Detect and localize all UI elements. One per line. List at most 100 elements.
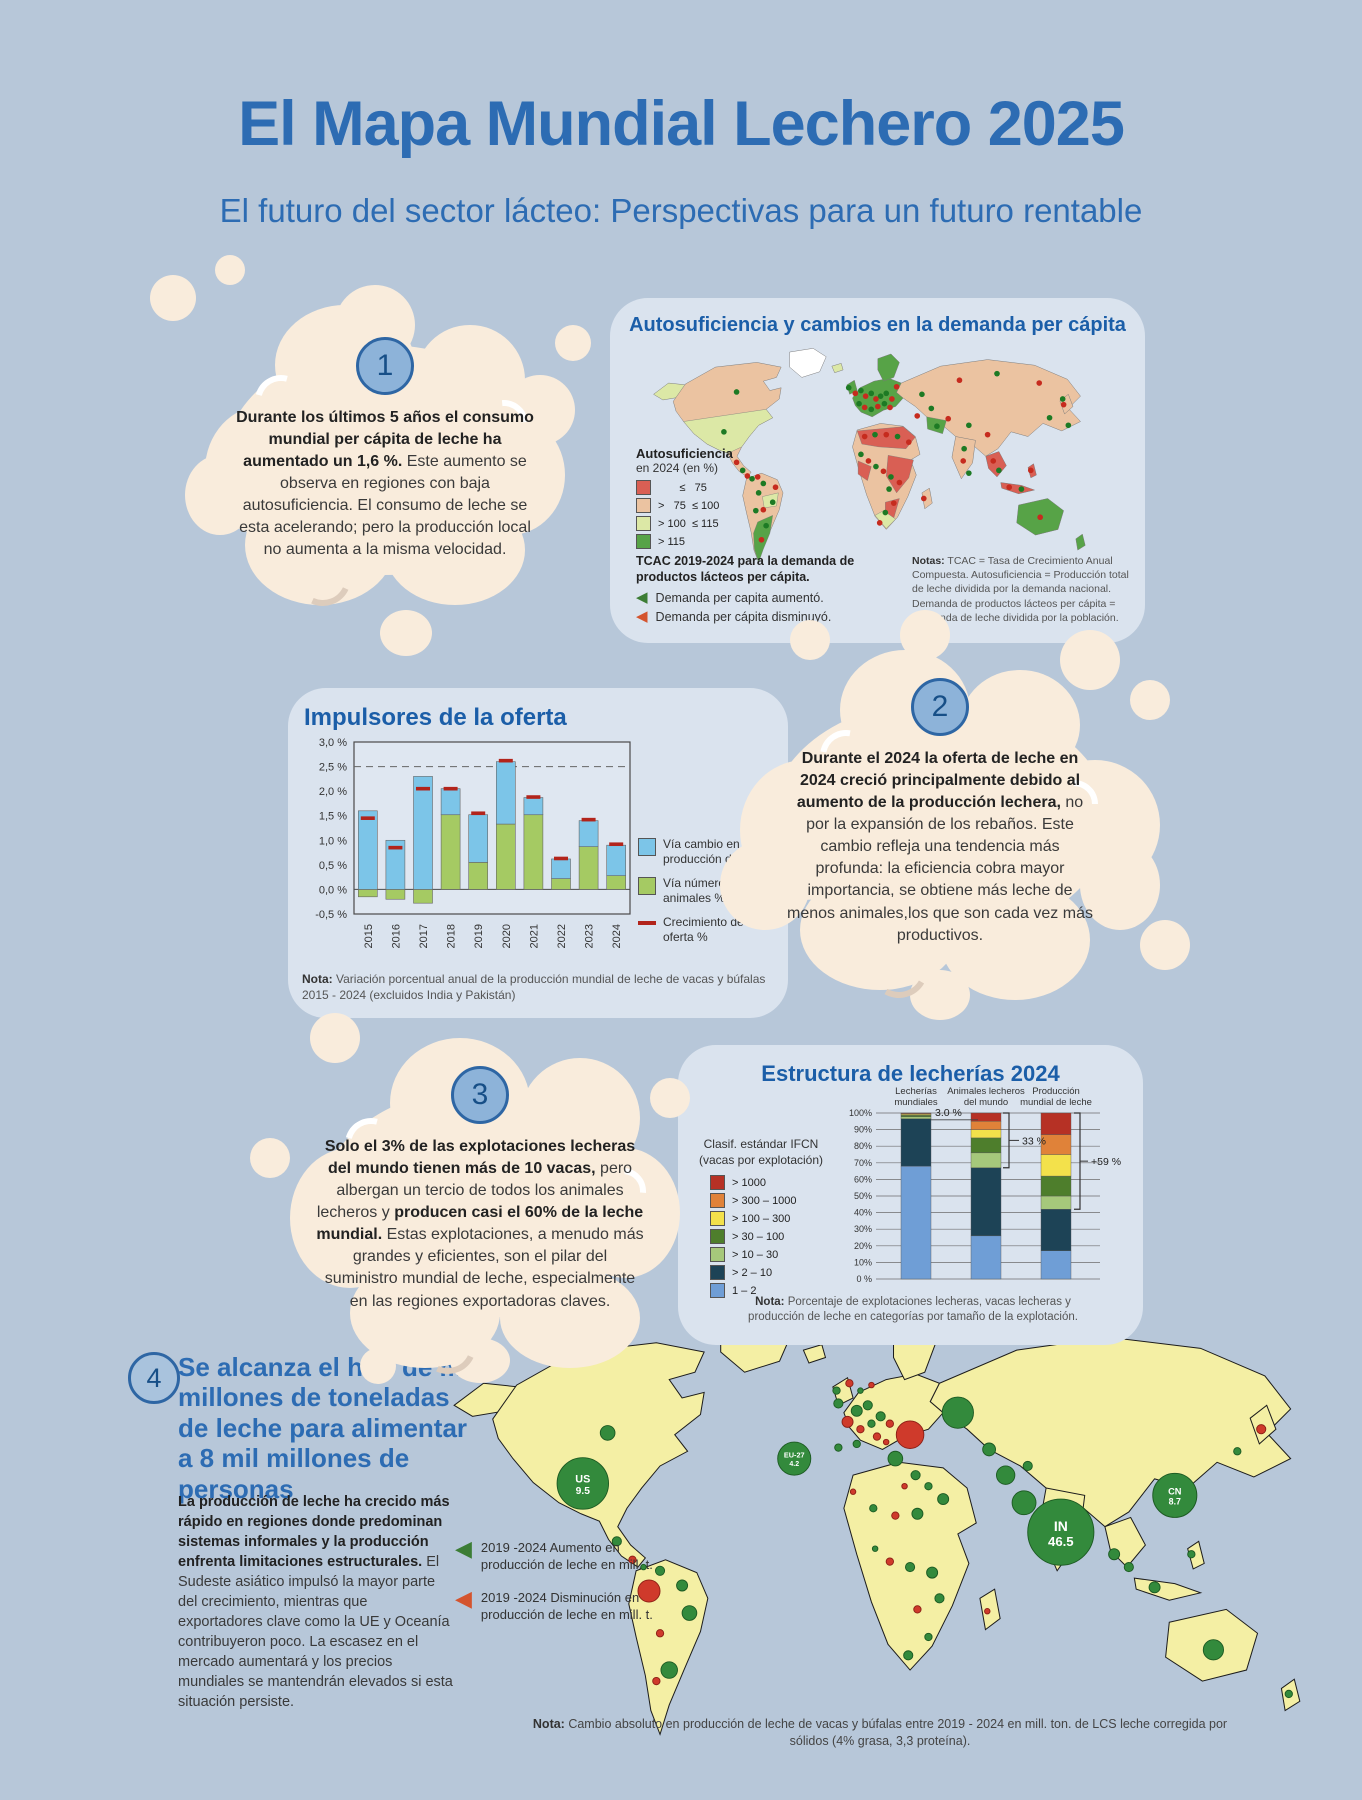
section-2-number: 2 bbox=[911, 678, 969, 736]
svg-text:50%: 50% bbox=[854, 1191, 872, 1201]
section-3-number: 3 bbox=[451, 1066, 509, 1124]
svg-text:0,5 %: 0,5 % bbox=[319, 860, 347, 872]
left-triangle-icon: ◀ bbox=[636, 608, 648, 626]
svg-text:70%: 70% bbox=[854, 1158, 872, 1168]
legend-item: Crecimiento de la oferta % bbox=[638, 915, 788, 945]
legend-redline-icon bbox=[638, 921, 656, 925]
svg-text:CN: CN bbox=[1168, 1486, 1182, 1496]
section-1-text-rest: Este aumento se observa en regiones con … bbox=[239, 453, 531, 559]
class-swatch bbox=[710, 1265, 725, 1281]
svg-text:3.0 %: 3.0 % bbox=[935, 1107, 962, 1119]
class-swatch bbox=[710, 1229, 725, 1245]
section-1-text: Durante los últimos 5 años el consumo mu… bbox=[235, 407, 535, 562]
class-swatch bbox=[710, 1175, 725, 1191]
svg-text:2015: 2015 bbox=[363, 924, 375, 948]
legend-swatch-green bbox=[638, 877, 656, 895]
legend-swatch-salmon bbox=[636, 498, 651, 513]
legend-swatch-blue bbox=[638, 838, 656, 856]
legend-item-up: ◀ 2019 -2024 Aumento en producción de le… bbox=[455, 1536, 653, 1572]
production-map-legend: ◀ 2019 -2024 Aumento en producción de le… bbox=[455, 1536, 655, 1640]
svg-text:2017: 2017 bbox=[418, 924, 430, 948]
svg-text:2,5 %: 2,5 % bbox=[319, 762, 347, 774]
tcac-legend: TCAC 2019-2024 para la demanda de produc… bbox=[636, 554, 904, 628]
farm-structure-chart: 0 % 10% 20% 30% 40% 50% 60% 70% 80% 90% 100% Lecher… bbox=[849, 1086, 1121, 1284]
panel-2-title: Impulsores de la oferta bbox=[304, 704, 567, 731]
class-swatch bbox=[710, 1193, 725, 1209]
left-triangle-icon: ◀ bbox=[455, 1585, 472, 1611]
svg-text:40%: 40% bbox=[854, 1208, 872, 1218]
panel-autosuficiencia: Autosuficiencia y cambios en la demanda … bbox=[610, 298, 1145, 643]
tcac-item-up: ◀ Demanda per capita aumentó. bbox=[636, 589, 824, 607]
ifcn-legend: Clasif. estándar IFCN (vacas por explota… bbox=[696, 1137, 826, 1301]
svg-text:60%: 60% bbox=[854, 1174, 872, 1184]
svg-text:2019: 2019 bbox=[473, 924, 485, 948]
section-2-text: Durante el 2024 la oferta de leche en 20… bbox=[787, 750, 1093, 944]
svg-text:1,5 %: 1,5 % bbox=[319, 811, 347, 823]
chart-1-note: Nota: Variación porcentual anual de la p… bbox=[302, 972, 766, 1002]
page-subtitle: El futuro del sector lácteo: Perspectiva… bbox=[219, 192, 1143, 229]
panel-1-notes: Notas: TCAC = Tasa de Crecimiento Anual … bbox=[912, 555, 1129, 624]
svg-text:30%: 30% bbox=[854, 1224, 872, 1234]
svg-text:0,0 %: 0,0 % bbox=[319, 884, 347, 896]
svg-text:mundiales: mundiales bbox=[894, 1097, 938, 1108]
legend-swatch-lightgreen bbox=[636, 516, 651, 531]
svg-text:Animales lecheros: Animales lecheros bbox=[947, 1086, 1025, 1097]
legend-item: > 100 ≤ 115 bbox=[636, 516, 756, 531]
legend-item: > 115 bbox=[636, 534, 756, 549]
world-map-autosuficiencia bbox=[653, 348, 1086, 564]
panel-1-title: Autosuficiencia y cambios en la demanda … bbox=[629, 314, 1126, 336]
svg-text:3,0 %: 3,0 % bbox=[319, 737, 347, 749]
svg-text:90%: 90% bbox=[854, 1125, 872, 1135]
svg-text:2016: 2016 bbox=[390, 924, 402, 948]
svg-text:US: US bbox=[575, 1474, 590, 1486]
svg-text:2024: 2024 bbox=[611, 924, 623, 948]
left-triangle-icon: ◀ bbox=[636, 589, 648, 607]
panel-3-title: Estructura de lecherías 2024 bbox=[761, 1061, 1060, 1086]
legend-item-down: ◀ 2019 -2024 Disminución en producción d… bbox=[455, 1585, 653, 1622]
svg-text:80%: 80% bbox=[854, 1141, 872, 1151]
legend-item: > 75 ≤ 100 bbox=[636, 498, 756, 513]
svg-text:0 %: 0 % bbox=[856, 1274, 872, 1284]
svg-text:-0,5 %: -0,5 % bbox=[315, 909, 347, 921]
svg-text:1,0 %: 1,0 % bbox=[319, 835, 347, 847]
section-3-text: Solo el 3% de las explotaciones lecheras… bbox=[316, 1138, 644, 1310]
section-1-number: 1 bbox=[356, 337, 414, 395]
splash-blob-1: 1 Durante los últimos 5 años el consumo … bbox=[150, 255, 591, 656]
splash-blob-2: 2 Durante el 2024 la oferta de leche en … bbox=[700, 610, 1190, 1020]
ifcn-legend-title: Clasif. estándar IFCN (vacas por explota… bbox=[698, 1137, 824, 1167]
svg-text:2018: 2018 bbox=[446, 924, 458, 948]
legend-swatch-red bbox=[636, 480, 651, 495]
svg-text:2020: 2020 bbox=[501, 924, 513, 948]
svg-text:46.5: 46.5 bbox=[1048, 1534, 1074, 1549]
supply-drivers-chart: 3,0 % 2,5 % 2,0 % 1,5 % 1,0 % 0,5 % 0,0 % -0,5 … bbox=[315, 737, 631, 948]
section-1-text-bold: Durante los últimos 5 años el consumo mu… bbox=[236, 409, 534, 471]
section-4-text: La producción de leche ha crecido más rá… bbox=[178, 1494, 453, 1710]
svg-text:2021: 2021 bbox=[528, 924, 540, 948]
svg-text:2023: 2023 bbox=[584, 924, 596, 948]
svg-text:IN: IN bbox=[1054, 1518, 1068, 1534]
svg-text:8.7: 8.7 bbox=[1169, 1497, 1181, 1507]
svg-text:9.5: 9.5 bbox=[576, 1486, 591, 1497]
panel-estructura: Estructura de lecherías 2024 Clasif. est… bbox=[678, 1045, 1143, 1345]
svg-text:Producción: Producción bbox=[1032, 1086, 1080, 1097]
map-2-note: Nota: Cambio absoluto en producción de l… bbox=[532, 1717, 1228, 1748]
svg-text:EU-27: EU-27 bbox=[784, 1451, 805, 1460]
panel-impulsores: Impulsores de la oferta 3,0 % 2,5 % 2,0 % 1… bbox=[288, 688, 788, 1018]
svg-text:mundial de leche: mundial de leche bbox=[1020, 1097, 1092, 1108]
svg-text:10%: 10% bbox=[854, 1257, 872, 1267]
legend-item: ≤ 75 bbox=[636, 480, 756, 495]
svg-text:4.2: 4.2 bbox=[789, 1461, 799, 1468]
legend-title: Autosuficiencia bbox=[636, 446, 733, 461]
class-swatch bbox=[710, 1283, 725, 1299]
svg-text:2,0 %: 2,0 % bbox=[319, 786, 347, 798]
svg-text:100%: 100% bbox=[849, 1108, 872, 1118]
class-swatch bbox=[710, 1211, 725, 1227]
svg-text:2022: 2022 bbox=[556, 924, 568, 948]
chart-2-note: Nota: Porcentaje de explotaciones lecher… bbox=[748, 1296, 1078, 1323]
left-triangle-icon: ◀ bbox=[455, 1536, 472, 1561]
legend-subtitle: en 2024 (en %) bbox=[636, 461, 719, 475]
svg-text:20%: 20% bbox=[854, 1241, 872, 1251]
svg-text:+59 %: +59 % bbox=[1091, 1156, 1121, 1168]
